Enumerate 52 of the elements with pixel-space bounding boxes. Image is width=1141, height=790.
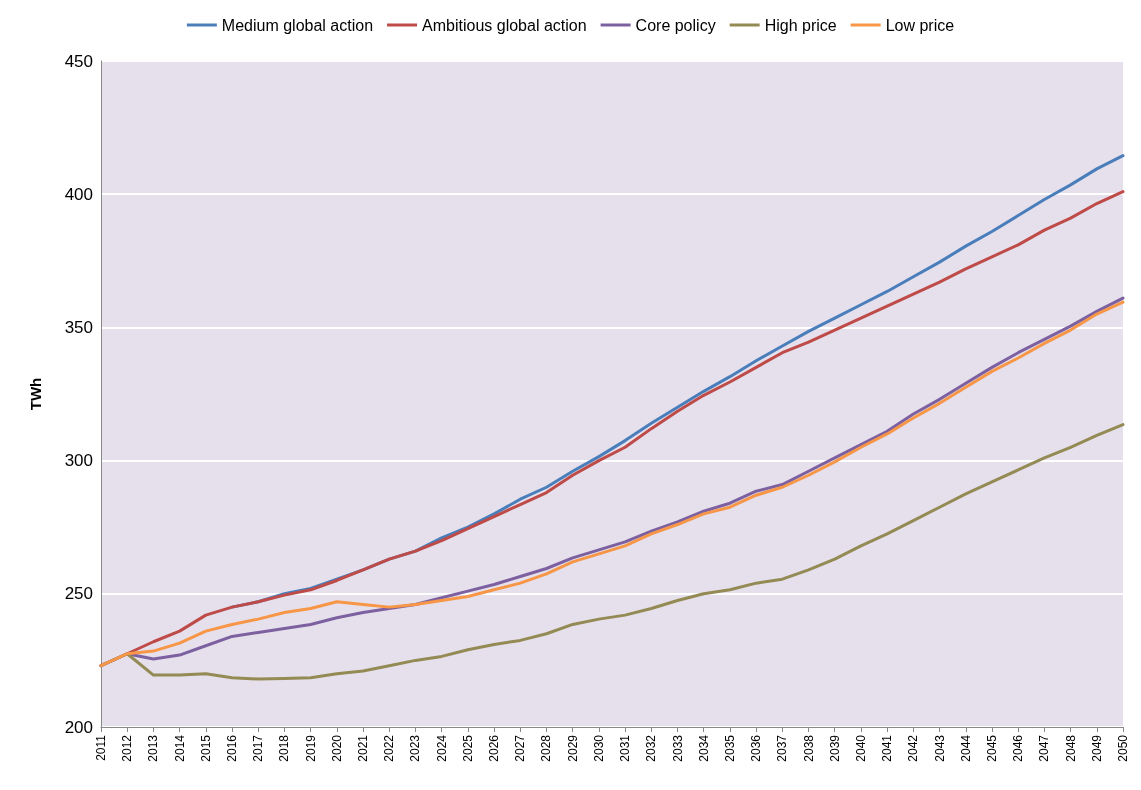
y-tick-label: 250 (64, 584, 93, 604)
x-tick-label: 2041 (880, 734, 895, 762)
legend-label: Medium global action (221, 16, 374, 34)
x-tick-label: 2016 (225, 734, 240, 762)
x-tick-label: 2032 (644, 734, 659, 762)
y-tick-label: 450 (64, 51, 93, 71)
x-tick-label: 2038 (801, 734, 816, 762)
legend-label: Core policy (635, 16, 716, 34)
x-tick-label: 2029 (565, 734, 580, 762)
x-tick-label: 2024 (434, 734, 449, 762)
x-tick-label: 2050 (1116, 734, 1130, 762)
x-tick-label: 2013 (146, 734, 161, 762)
x-tick-label: 2026 (487, 734, 502, 762)
x-tick-label: 2040 (853, 734, 868, 762)
x-tick-label: 2042 (906, 734, 921, 762)
x-tick-label: 2025 (460, 734, 475, 762)
x-tick-label: 2047 (1037, 734, 1052, 762)
x-tick-label: 2030 (591, 734, 606, 762)
y-tick-label: 400 (64, 184, 93, 204)
x-tick-label: 2014 (172, 734, 187, 762)
x-tick-label: 2023 (408, 734, 423, 762)
x-tick-label: 2037 (775, 734, 790, 762)
x-tick-label: 2044 (958, 734, 973, 762)
legend-label: High price (764, 16, 837, 34)
x-tick-label: 2027 (513, 734, 528, 762)
x-tick-label: 2034 (696, 734, 711, 762)
x-tick-label: 2048 (1063, 734, 1078, 762)
x-tick-label: 2028 (539, 734, 554, 762)
y-axis-title: TWh (27, 377, 44, 411)
legend-label: Low price (885, 16, 955, 34)
y-tick-label: 350 (64, 317, 93, 337)
x-tick-label: 2015 (198, 734, 213, 762)
x-tick-label: 2045 (984, 734, 999, 762)
x-tick-label: 2039 (827, 734, 842, 762)
x-tick-label: 2049 (1089, 734, 1104, 762)
y-tick-label: 300 (64, 451, 93, 471)
x-tick-label: 2046 (1011, 734, 1026, 762)
x-tick-label: 2022 (382, 734, 397, 762)
x-tick-label: 2043 (932, 734, 947, 762)
x-tick-label: 2011 (94, 734, 108, 761)
x-tick-label: 2019 (303, 734, 318, 762)
x-tick-label: 2021 (356, 734, 371, 762)
x-tick-label: 2036 (749, 734, 764, 762)
x-tick-label: 2020 (329, 734, 344, 762)
x-tick-label: 2035 (722, 734, 737, 762)
y-tick-label: 200 (64, 717, 93, 737)
x-tick-label: 2017 (251, 734, 266, 762)
x-tick-label: 2031 (618, 734, 633, 762)
legend-label: Ambitious global action (422, 16, 587, 34)
x-tick-label: 2033 (670, 734, 685, 762)
x-tick-label: 2012 (120, 734, 135, 762)
x-tick-label: 2018 (277, 734, 292, 762)
